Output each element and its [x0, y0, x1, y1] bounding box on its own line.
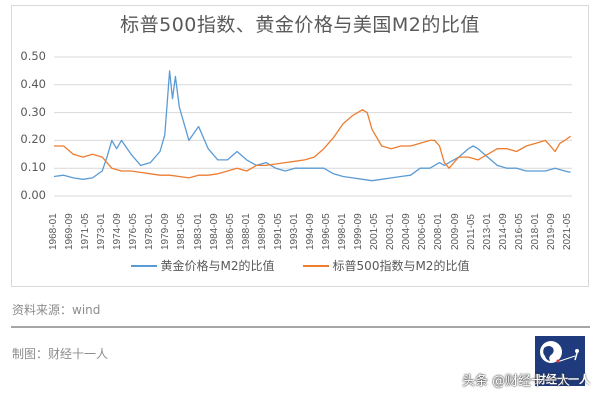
x-tick-label: 2021-05	[561, 213, 573, 250]
x-tick-label: 1986-05	[224, 213, 236, 250]
legend-label: 黄金价格与M2的比值	[160, 259, 275, 273]
x-tick-label: 2004-09	[401, 213, 413, 250]
x-tick-label: 1969-09	[64, 213, 76, 250]
x-tick-label: 1998-01	[337, 213, 349, 250]
x-tick-label: 2013-01	[481, 213, 493, 250]
y-tick-label: 0.00	[20, 188, 46, 202]
legend-line-icon	[302, 264, 329, 267]
x-tick-label: 1996-05	[321, 213, 333, 250]
series-line	[54, 109, 571, 179]
x-tick-label: 2009-09	[449, 213, 461, 250]
legend: 黄金价格与M2的比值 标普500指数与M2的比值	[0, 257, 600, 274]
x-tick-label: 2016-05	[513, 213, 525, 250]
legend-line-icon	[130, 264, 157, 267]
x-tick-label: 1984-09	[208, 213, 220, 250]
series-line	[53, 70, 571, 182]
x-tick-label: 2008-01	[433, 213, 445, 250]
x-tick-label: 1968-01	[48, 213, 59, 250]
x-tick-label: 2006-05	[417, 213, 429, 250]
logo-text: 财经十一人	[535, 373, 590, 386]
x-tick-label: 1994-09	[304, 213, 316, 250]
x-tick-label: 2018-01	[529, 213, 541, 250]
y-tick-label: 0.40	[20, 76, 46, 91]
y-tick-label: 0.20	[20, 132, 46, 147]
x-tick-label: 1973-01	[96, 213, 108, 250]
x-tick-label: 2019-09	[545, 213, 557, 250]
y-tick-label: 0.30	[20, 104, 46, 119]
x-tick-label: 1978-01	[144, 213, 156, 250]
x-tick-label: 2003-01	[385, 213, 397, 250]
chart-frame	[11, 5, 589, 287]
chart-title: 标普500指数、黄金价格与美国M2的比值	[120, 14, 480, 36]
divider	[11, 326, 590, 328]
author-note: 制图：财经十一人	[12, 347, 109, 361]
brand-logo	[535, 336, 585, 386]
x-tick-label: 1974-09	[112, 213, 124, 250]
x-tick-label: 1971-05	[80, 213, 92, 250]
y-tick-label: 0.50	[20, 49, 46, 63]
x-tick-label: 1983-01	[192, 213, 204, 250]
x-tick-label: 1988-01	[240, 213, 252, 250]
legend-item-sp500: 标普500指数与M2的比值	[302, 257, 470, 274]
x-tick-label: 2011-05	[465, 214, 477, 250]
x-tick-label: 2001-05	[369, 213, 381, 250]
x-tick-label: 2014-09	[497, 213, 509, 250]
x-tick-label: 1991-05	[272, 213, 284, 250]
x-tick-label: 1989-09	[256, 213, 268, 250]
y-tick-label: 0.10	[20, 160, 46, 175]
legend-label: 标普500指数与M2的比值	[332, 259, 470, 273]
legend-item-gold: 黄金价格与M2的比值	[130, 257, 275, 274]
x-tick-label: 1981-05	[176, 213, 188, 250]
watermark: 头条 @财经十一人	[462, 374, 571, 389]
globe-icon	[540, 341, 579, 363]
x-tick-label: 1979-09	[160, 213, 172, 250]
x-tick-label: 1999-09	[353, 213, 365, 250]
source-note: 资料来源：wind	[12, 303, 101, 317]
x-tick-label: 1976-05	[128, 213, 140, 250]
x-tick-label: 1993-01	[288, 213, 300, 250]
